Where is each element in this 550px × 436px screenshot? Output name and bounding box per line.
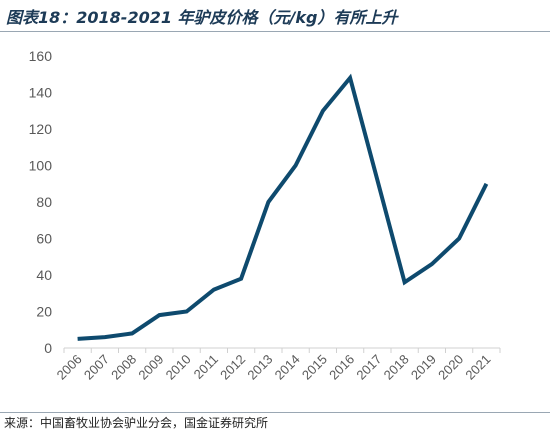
y-tick-label: 100 bbox=[29, 158, 53, 174]
x-tick-label: 2019 bbox=[408, 352, 439, 383]
source-divider bbox=[0, 412, 550, 413]
y-tick-label: 40 bbox=[36, 267, 52, 283]
series-line-0 bbox=[77, 73, 489, 341]
series-layer bbox=[77, 73, 489, 341]
x-tick-label: 2021 bbox=[462, 352, 493, 383]
x-tick-label: 2020 bbox=[435, 352, 466, 383]
y-tick-label: 60 bbox=[36, 231, 52, 247]
y-tick-label: 140 bbox=[29, 85, 53, 101]
y-tick-label: 0 bbox=[44, 340, 52, 356]
source-note: 来源：中国畜牧业协会驴业分会，国金证券研究所 bbox=[4, 416, 269, 430]
x-tick-label: 2007 bbox=[81, 352, 112, 383]
x-tick-label: 2006 bbox=[54, 352, 85, 383]
x-tick-label: 2016 bbox=[326, 352, 357, 383]
y-tick-label: 160 bbox=[29, 48, 53, 64]
title-divider bbox=[0, 31, 550, 32]
x-tick-label: 2015 bbox=[299, 352, 330, 383]
x-tick-label: 2017 bbox=[353, 352, 384, 383]
x-axis-ticks: 2006200720082009201020112012201320142015… bbox=[54, 348, 501, 383]
chart-title: 图表18：2018-2021 年驴皮价格（元/kg）有所上升 bbox=[6, 8, 398, 27]
x-tick-label: 2011 bbox=[191, 352, 221, 382]
y-axis-ticks: 0 20 40 60 80 100 120 140 160 bbox=[29, 48, 53, 356]
x-tick-label: 2012 bbox=[217, 352, 248, 383]
y-tick-label: 120 bbox=[29, 121, 53, 137]
y-tick-label: 20 bbox=[36, 304, 52, 320]
x-tick-label: 2010 bbox=[163, 352, 194, 383]
x-tick-label: 2014 bbox=[272, 352, 303, 383]
x-tick-label: 2013 bbox=[244, 352, 275, 383]
y-tick-label: 80 bbox=[36, 194, 52, 210]
x-tick-label: 2009 bbox=[135, 352, 166, 383]
x-tick-label: 2018 bbox=[381, 352, 412, 383]
x-tick-label: 2008 bbox=[108, 352, 139, 383]
